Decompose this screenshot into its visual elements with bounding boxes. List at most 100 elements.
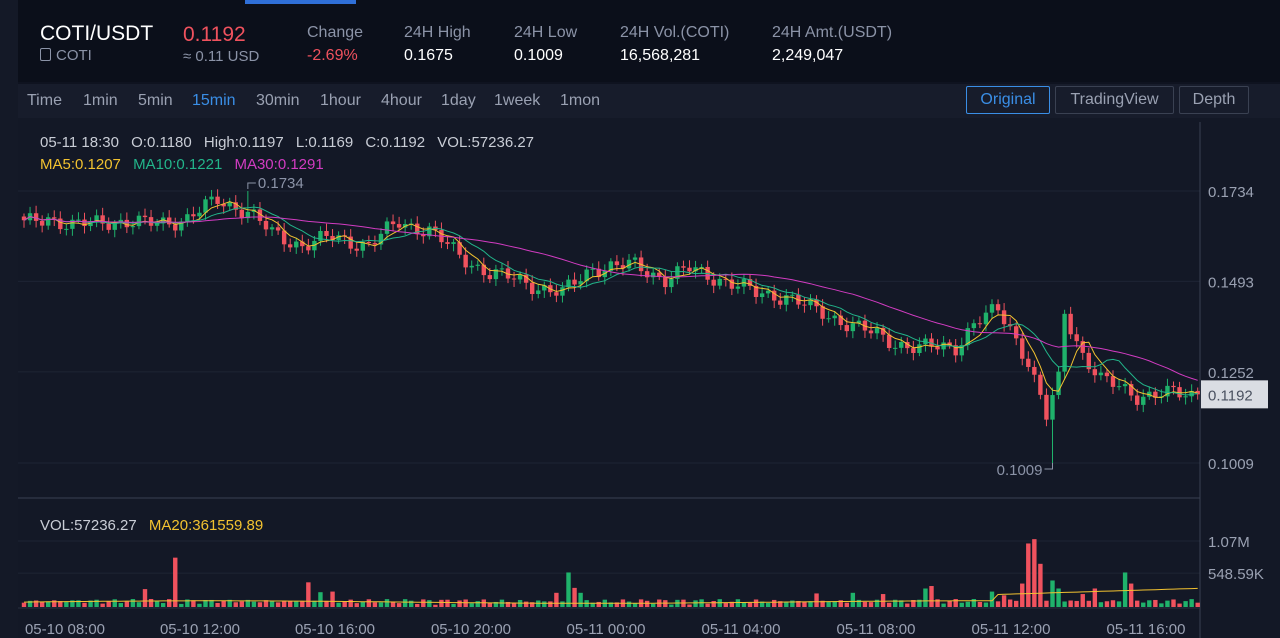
candle-body [572,279,577,285]
volume-bar [52,600,57,607]
volume-bar [167,599,172,607]
view-original-button[interactable]: Original [966,86,1050,114]
volume-bar [560,601,565,607]
volume-tick-label: 548.59K [1208,566,1264,583]
volume-bar [421,599,426,607]
base-asset: COTI [40,47,92,64]
volume-bar [778,601,783,607]
candle-body [523,274,529,283]
candle-body [1183,396,1188,398]
volume-bar [136,602,142,607]
candle-body [596,268,601,278]
view-depth-button[interactable]: Depth [1179,86,1249,114]
volume-bar [989,591,995,607]
usd-equivalent: ≈ 0.11 USD [183,48,260,65]
volume-bar [257,602,263,607]
stat-label: Change [307,24,364,41]
timeframe-4hour[interactable]: 4hour [381,92,422,109]
volume-bar [1032,539,1037,607]
candle-body [179,221,184,231]
stat-value: 2,249,047 [772,47,844,64]
volume-bar [632,603,638,607]
candle-body [651,272,656,278]
candle-body [989,304,995,313]
candle-body [971,323,977,329]
volume-bar [294,601,299,607]
candle-body [681,266,686,268]
stat-value: -2.69% [307,47,358,64]
candle-body [536,290,541,295]
candle-body [838,315,843,326]
candle-body [1122,384,1128,387]
volume-bar [451,603,456,607]
timeframe-1hour[interactable]: 1hour [320,92,361,109]
volume-bar [281,600,287,607]
volume-bar [784,602,789,607]
stat-label: 24H Vol.(COTI) [620,24,730,41]
view-tradingview-button[interactable]: TradingView [1055,86,1174,114]
volume-bar [415,603,420,607]
volume-bar [130,599,136,607]
volume-bar [439,599,444,607]
candle-body [717,278,722,286]
volume-bar [100,603,105,607]
timeframe-1mon[interactable]: 1mon [560,92,601,109]
volume-bar [233,602,238,607]
time-tick-label: 05-11 12:00 [972,621,1051,638]
ma5-line [23,201,1198,399]
candle-body [82,219,87,227]
volume-bar [396,603,402,607]
timeframe-1week[interactable]: 1week [494,92,541,109]
candle-body [481,264,486,276]
volume-bar [1026,543,1031,607]
candle-body [880,328,886,335]
candle-body [1026,358,1031,367]
candle-body [517,274,523,280]
candle-body [886,334,892,348]
timeframe-time[interactable]: Time [27,92,62,109]
candle-body [657,272,662,277]
candle-body [39,220,45,226]
candle-body [203,199,208,213]
volume-bar [179,603,184,607]
timeframe-5min[interactable]: 5min [138,92,173,109]
volume-bar [796,600,801,607]
candle-body [366,241,372,244]
timeframe-15min[interactable]: 15min [192,92,236,109]
volume-bar [197,603,202,607]
volume-bar [324,600,329,607]
volume-bar [215,602,220,607]
volume-bar [251,601,257,607]
volume-bar [542,601,547,607]
volume-bar [820,600,825,607]
candle-body [959,345,964,356]
timeframe-30min[interactable]: 30min [256,92,300,109]
candle-body [711,279,716,286]
stat-24h-amt: 24H Amt.(USDT) 2,249,047 [772,24,892,65]
timeframe-1min[interactable]: 1min [83,92,118,109]
candle-body [288,244,293,248]
volume-bar [917,599,922,607]
volume-bar [905,603,910,607]
volume-bar [336,602,341,607]
timeframe-1day[interactable]: 1day [441,92,476,109]
candle-body [233,202,238,210]
chart-panel [18,84,1280,638]
candle-body [463,254,468,268]
candle-body [239,209,244,219]
candle-body [475,264,480,266]
volume-bar [245,599,251,607]
volume-bar [1098,602,1104,607]
volume-bar [21,602,27,607]
volume-ma20-line [23,587,1198,604]
volume-bar [203,599,208,607]
time-tick-label: 05-11 08:00 [837,621,916,638]
candle-body [148,217,154,226]
volume-bar [372,602,378,607]
candle-body [330,235,335,241]
candle-body [142,215,148,218]
candle-body [493,269,499,280]
candle-body [1032,366,1037,375]
volume-bar [651,603,656,607]
